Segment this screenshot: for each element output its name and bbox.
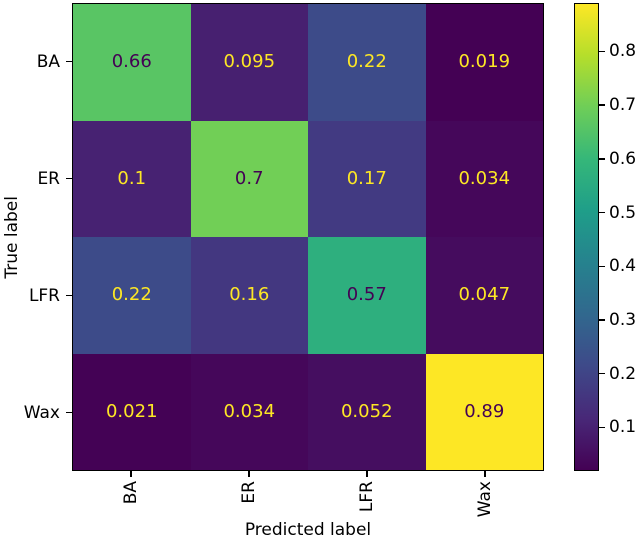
cell-value: 0.034 <box>223 400 276 422</box>
colorbar-tick-mark <box>599 372 605 375</box>
heatmap-cell-ER-Wax: 0.034 <box>425 120 543 237</box>
x-tick-label-BA: BA <box>121 481 141 505</box>
heatmap-cell-Wax-Wax: 0.89 <box>425 353 543 470</box>
y-tick-LFR: LFR <box>0 286 72 306</box>
cell-value: 0.16 <box>229 284 270 306</box>
x-tick-label-Wax: Wax <box>475 481 495 518</box>
x-tick-label-LFR: LFR <box>357 481 377 513</box>
cell-value: 0.66 <box>111 51 152 73</box>
x-axis-label: Predicted label <box>244 520 372 540</box>
colorbar-tick-mark <box>599 265 605 268</box>
y-tick-label-LFR: LFR <box>28 285 60 306</box>
heatmap-cell-BA-BA: 0.66 <box>73 4 191 121</box>
colorbar-tick-mark <box>599 104 605 106</box>
colorbar-tick-label-0.7: 0.7 <box>609 95 637 116</box>
heatmap-cell-BA-ER: 0.095 <box>190 4 308 121</box>
y-tick-mark <box>66 60 72 63</box>
heatmap-plot-area: 0.66 0.095 0.22 0.019 0.1 0.7 0.17 0.034 0.22 0.1… <box>72 3 544 471</box>
colorbar-tick-label-0.6: 0.6 <box>609 148 637 169</box>
cell-value: 0.7 <box>234 167 264 189</box>
colorbar-tick-label-0.1: 0.1 <box>609 417 637 438</box>
heatmap-cell-LFR-Wax: 0.047 <box>425 237 543 354</box>
colorbar-tick-label-0.2: 0.2 <box>609 363 637 384</box>
colorbar-tick-mark <box>599 319 605 321</box>
heatmap-cell-Wax-ER: 0.034 <box>190 353 308 470</box>
colorbar <box>574 3 599 471</box>
y-axis-label: True label <box>2 195 22 279</box>
cell-value: 0.052 <box>340 400 393 422</box>
heatmap-cell-Wax-BA: 0.021 <box>73 353 191 470</box>
y-tick-label-Wax: Wax <box>23 402 60 423</box>
y-tick-mark <box>66 294 72 297</box>
heatmap-cell-Wax-LFR: 0.052 <box>308 353 426 470</box>
heatmap-cell-ER-ER: 0.7 <box>190 120 308 237</box>
colorbar-tick-label-0.5: 0.5 <box>609 202 637 223</box>
x-tick-label-ER: ER <box>239 481 259 504</box>
x-tick-mark <box>484 471 486 477</box>
x-tick-mark <box>366 471 368 477</box>
heatmap-cell-LFR-ER: 0.16 <box>190 237 308 354</box>
y-axis-label-wrap: True label <box>2 3 22 471</box>
cell-value: 0.095 <box>223 51 276 73</box>
cell-value: 0.22 <box>346 51 387 73</box>
x-tick-mark <box>248 471 250 477</box>
cell-value: 0.019 <box>458 51 511 73</box>
cell-value: 0.89 <box>464 400 505 422</box>
colorbar-tick-mark <box>599 158 605 160</box>
cell-value: 0.1 <box>117 167 147 189</box>
x-tick-mark <box>130 471 132 477</box>
y-tick-label-ER: ER <box>37 168 60 189</box>
cell-value: 0.22 <box>111 284 152 306</box>
colorbar-tick-label-0.3: 0.3 <box>609 310 637 330</box>
colorbar-tick-label-0.4: 0.4 <box>609 256 637 277</box>
y-tick-Wax: Wax <box>0 403 72 423</box>
y-tick-ER: ER <box>0 169 72 189</box>
heatmap-cell-BA-Wax: 0.019 <box>425 4 543 121</box>
colorbar-tick-mark <box>599 50 605 53</box>
cell-value: 0.57 <box>346 284 387 306</box>
heatmap-cell-LFR-BA: 0.22 <box>73 237 191 354</box>
cell-value: 0.034 <box>458 167 511 189</box>
y-tick-mark <box>66 411 72 414</box>
colorbar-tick-mark <box>599 211 605 214</box>
y-tick-BA: BA <box>0 52 72 72</box>
colorbar-tick-label-0.8: 0.8 <box>609 41 637 62</box>
cell-value: 0.17 <box>346 167 387 189</box>
cell-value: 0.021 <box>105 400 158 422</box>
heatmap-cell-ER-BA: 0.1 <box>73 120 191 237</box>
heatmap-cell-BA-LFR: 0.22 <box>308 4 426 121</box>
y-tick-label-BA: BA <box>36 51 60 72</box>
heatmap-cell-ER-LFR: 0.17 <box>308 120 426 237</box>
heatmap-cell-LFR-LFR: 0.57 <box>308 237 426 354</box>
colorbar-tick-mark <box>599 426 605 429</box>
cell-value: 0.047 <box>458 284 511 306</box>
y-tick-mark <box>66 177 72 180</box>
